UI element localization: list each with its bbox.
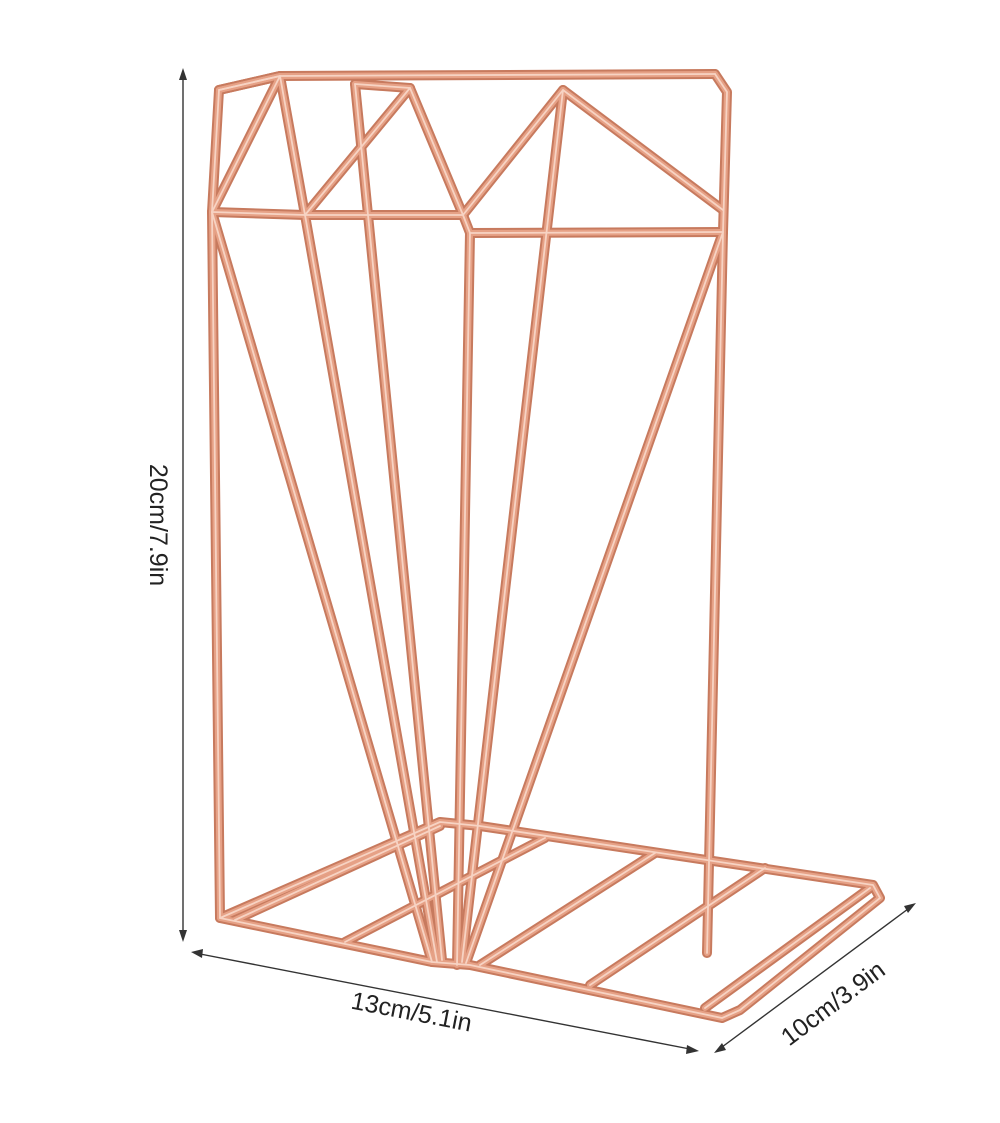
wire-base-rung-3-highlight	[479, 852, 656, 966]
depth-dimension-line	[717, 905, 913, 1051]
wire-facet-1-highlight	[211, 211, 433, 963]
depth-arrow-bottom-icon	[714, 1043, 726, 1053]
wire-base-rung-4-highlight	[589, 867, 766, 986]
height-arrow-bottom-icon	[179, 930, 187, 942]
width-arrow-left-icon	[191, 949, 203, 958]
wire-facet-3-highlight	[354, 83, 443, 961]
wire-base-rung-1-highlight	[234, 825, 441, 921]
wire-facet-6-highlight	[465, 231, 724, 964]
wire-base-outline-highlight	[219, 821, 881, 1019]
height-dimension-label: 20cm/7.9in	[144, 464, 172, 586]
wire-crown-zig-5-highlight	[354, 83, 411, 89]
width-dimension-line	[194, 952, 696, 1051]
wire-frame-right-rail-highlight	[706, 73, 728, 954]
height-arrow-top-icon	[179, 68, 187, 80]
width-arrow-right-icon	[686, 1045, 699, 1054]
wire-base-rung-2-highlight	[344, 837, 546, 943]
bookend-wire-frame	[207, 69, 885, 1023]
depth-arrow-top-icon	[904, 903, 916, 913]
wire-facet-4-highlight	[456, 232, 471, 966]
height-dimension: 20cm/7.9in	[144, 68, 187, 942]
wire-crown-zig-4-shadow	[458, 85, 728, 220]
wire-crown-zig-3-main	[302, 85, 466, 218]
wire-base-rung-5-highlight	[704, 887, 871, 1009]
wire-crown-zig-2-highlight	[279, 75, 306, 216]
wire-facet-5-highlight	[461, 89, 564, 963]
